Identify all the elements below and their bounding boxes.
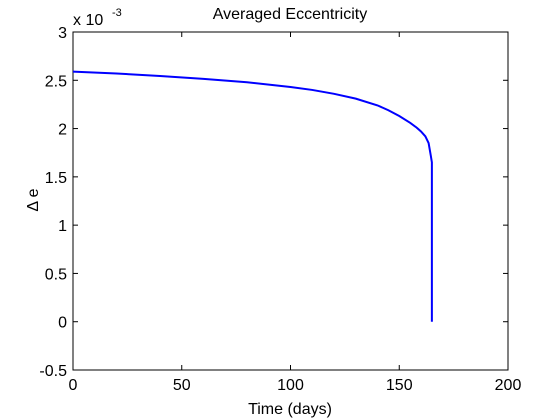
y-tick-label: 0.5 — [45, 266, 67, 283]
y-tick-label: 0 — [58, 315, 67, 332]
x-tick-label: 0 — [69, 377, 78, 394]
plot-area — [72, 31, 509, 371]
y-multiplier-label: x 10 — [73, 12, 103, 29]
y-axis-ticks: -0.5 0 0.5 1 1.5 2 2.5 3 — [39, 25, 508, 380]
x-tick-label: 150 — [386, 377, 413, 394]
x-axis-title: Time (days) — [248, 401, 332, 418]
series-line — [72, 70, 433, 322]
x-tick-label: 100 — [277, 377, 304, 394]
y-tick-label: -0.5 — [39, 363, 67, 380]
x-axis-ticks: 0 50 100 150 200 — [69, 32, 522, 394]
y-tick-label: 1 — [58, 218, 67, 235]
x-tick-label: 50 — [173, 377, 191, 394]
y-axis-title: Δ e — [25, 188, 42, 211]
y-tick-label: 2.5 — [45, 73, 67, 90]
chart-title: Averaged Eccentricity — [213, 6, 367, 23]
y-tick-label: 3 — [58, 25, 67, 42]
y-tick-label: 2 — [58, 122, 67, 139]
series-layer — [72, 70, 433, 322]
x-tick-label: 200 — [495, 377, 522, 394]
y-tick-label: 1.5 — [45, 170, 67, 187]
y-multiplier-exponent: -3 — [112, 7, 122, 19]
